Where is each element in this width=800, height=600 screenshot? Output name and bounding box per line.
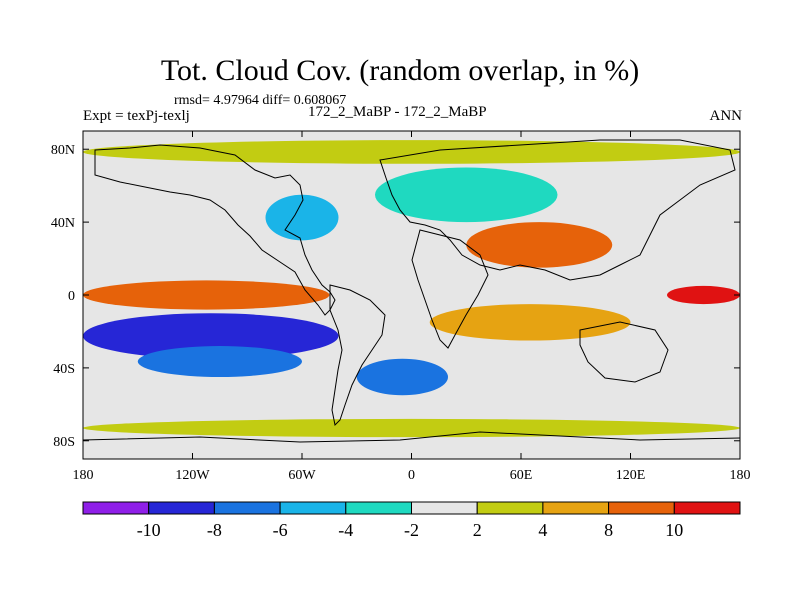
colorbar-label: 2 (473, 520, 482, 540)
y-tick-label: 40N (51, 216, 75, 231)
y-tick-label: 80S (53, 435, 75, 450)
coastline-africa (411, 229, 489, 349)
coastline-antarctica (83, 431, 740, 443)
coastline-eurasia (379, 139, 736, 281)
x-tick-label: 60E (510, 468, 533, 483)
x-axis: 180 120W 60W 0 60E 120E 180 (73, 131, 751, 483)
colorbar-label: -8 (207, 520, 222, 540)
season-label: ANN (709, 108, 743, 124)
colorbar-swatch (213, 501, 281, 515)
x-tick-label: 120W (175, 468, 210, 483)
colorbar-label: -10 (137, 520, 161, 540)
colorbar-label: 8 (604, 520, 613, 540)
x-tick-label: 120E (616, 468, 646, 483)
continent-outlines (83, 139, 740, 443)
colorbar-label: 4 (538, 520, 547, 540)
region-tropical-east-pacific-positive (83, 280, 330, 310)
colorbar: -10 -8 -6 -4 -2 2 4 8 10 (82, 501, 741, 540)
region-north-atlantic-negative (265, 194, 339, 241)
chart-title: Tot. Cloud Cov. (random overlap, in %) (160, 54, 640, 87)
region-northern-high-latitudes-positive (83, 140, 740, 164)
colorbar-swatch (82, 501, 150, 515)
contour-fields (83, 140, 740, 438)
region-southern-ocean-atlantic-negative (356, 358, 448, 396)
colorbar-label: -4 (338, 520, 353, 540)
y-tick-label: 80N (51, 143, 75, 158)
x-tick-label: 60W (288, 468, 316, 483)
region-southern-high-latitudes-positive (83, 418, 740, 438)
colorbar-swatch (345, 501, 412, 515)
coastline-australia (579, 321, 669, 383)
experiment-label: Expt = texPj-texlj (83, 108, 190, 124)
x-tick-label: 180 (730, 468, 751, 483)
colorbar-swatch (148, 501, 215, 515)
region-central-asia-positive (466, 222, 613, 268)
case-label: 172_2_MaBP - 172_2_MaBP (308, 104, 487, 120)
colorbar-swatch (608, 501, 675, 515)
region-west-pacific-positive (667, 285, 740, 305)
colorbar-label: -6 (273, 520, 288, 540)
coastline-south-america (329, 284, 386, 427)
colorbar-swatch (411, 501, 478, 515)
colorbar-swatch (542, 501, 610, 515)
region-eurasia-negative (375, 167, 558, 223)
region-indian-ocean-positive (429, 304, 631, 341)
coastline-north-america (94, 144, 336, 316)
region-south-pacific-dipole-edge (137, 346, 302, 377)
colorbar-swatch (673, 501, 741, 515)
region-south-pacific-negative-band (83, 313, 339, 359)
colorbar-label: 10 (665, 520, 683, 540)
stats-line: rmsd= 4.97964 diff= 0.608067 (174, 93, 347, 108)
x-tick-label: 180 (73, 468, 94, 483)
colorbar-swatch (279, 501, 347, 515)
colorbar-swatch (476, 501, 544, 515)
colorbar-label: -2 (404, 520, 419, 540)
y-tick-label: 0 (68, 289, 75, 304)
x-tick-label: 0 (408, 468, 415, 483)
y-axis: 80N 40N 0 40S 80S (51, 143, 740, 450)
y-tick-label: 40S (53, 362, 75, 377)
